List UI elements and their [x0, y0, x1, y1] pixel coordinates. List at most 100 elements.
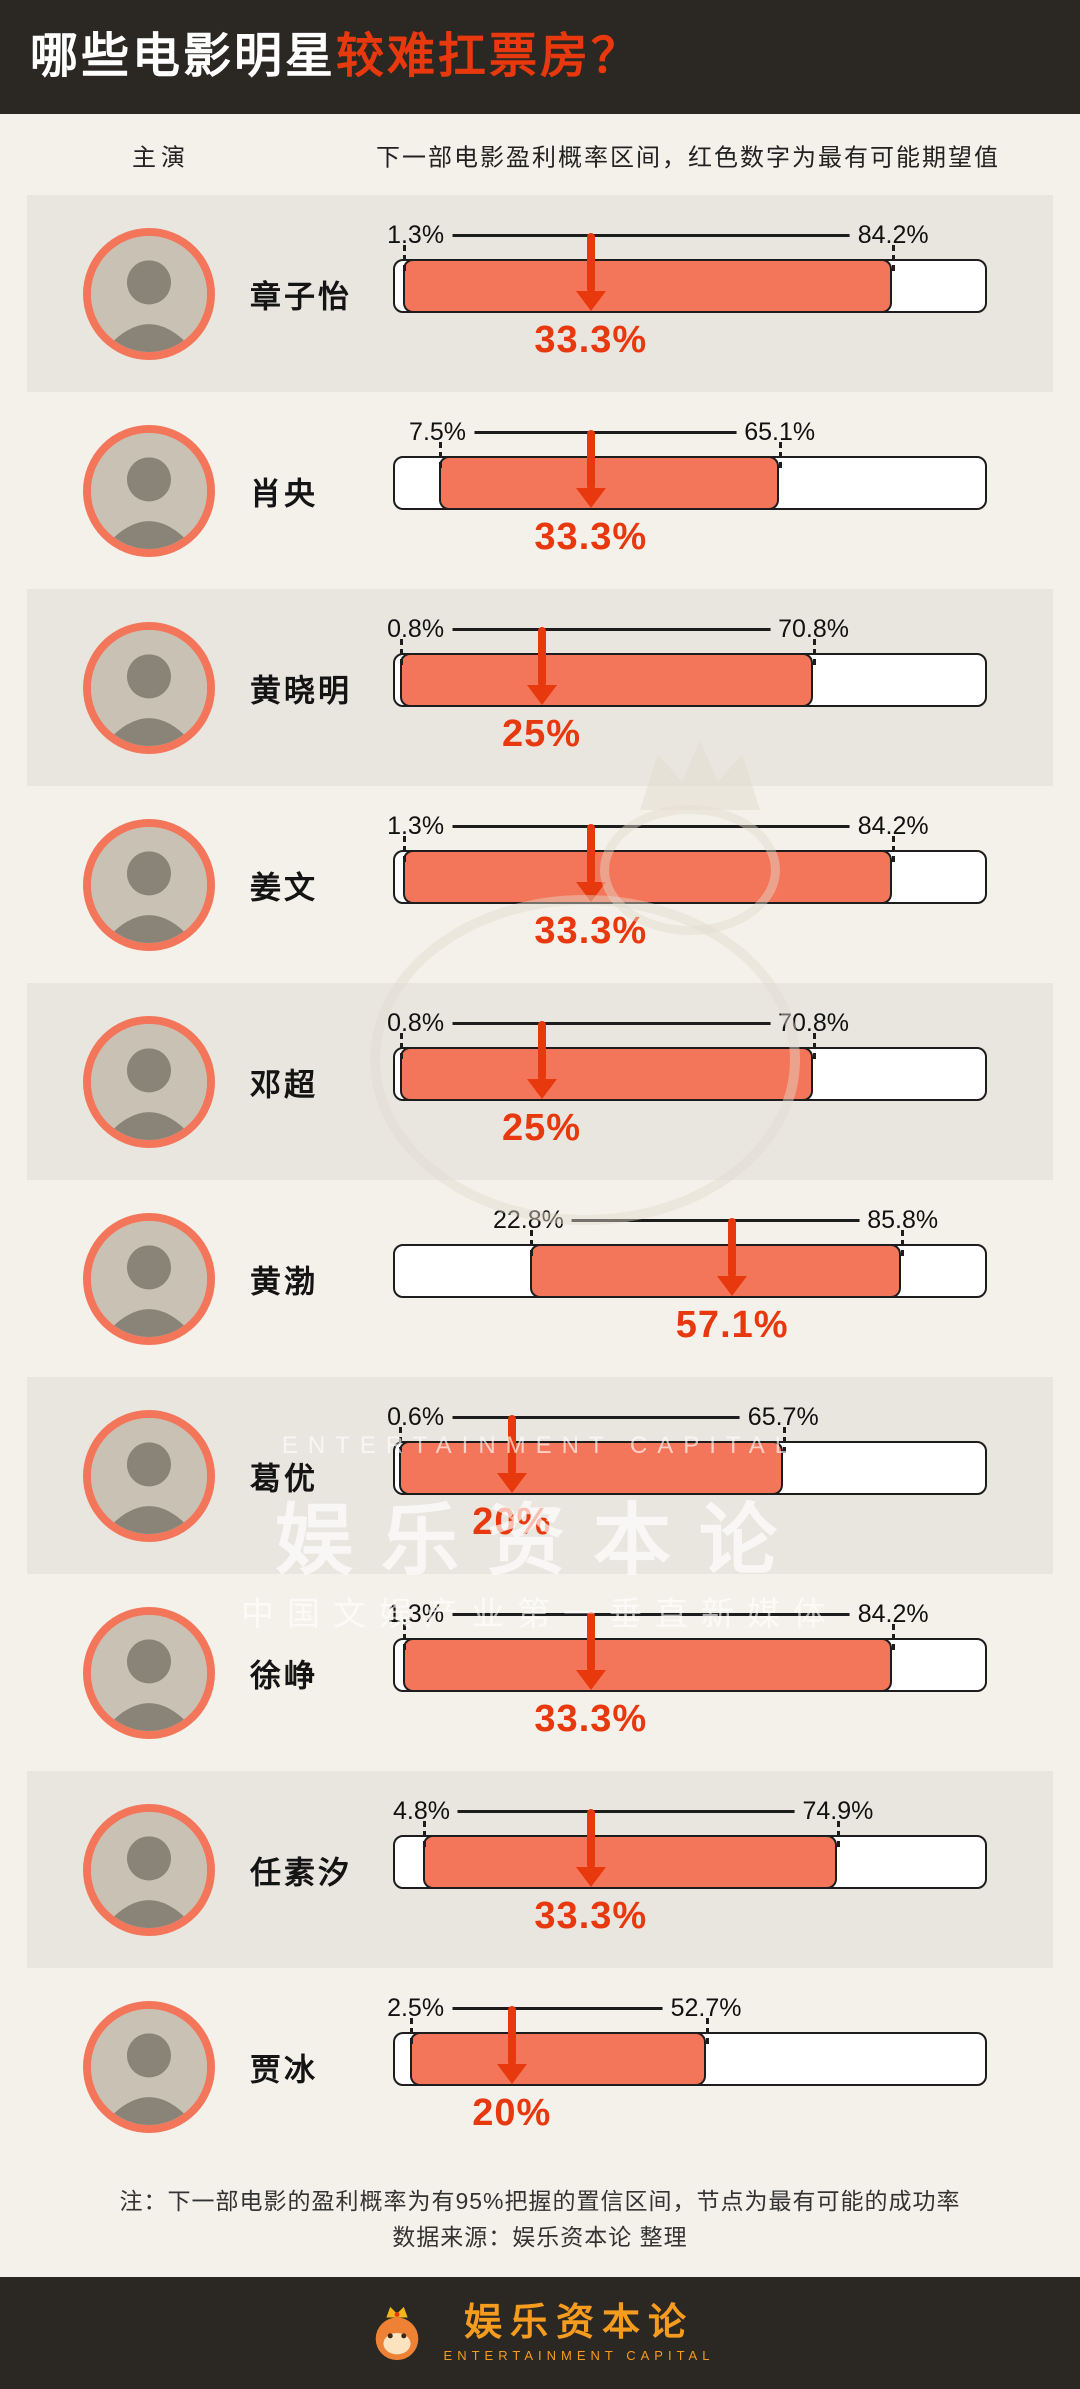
tick-low	[402, 245, 406, 271]
expected-value: 33.3%	[534, 516, 648, 558]
star-name: 黄渤	[250, 1264, 318, 1299]
tick-high	[812, 1033, 816, 1059]
expected-arrow-head	[496, 2064, 527, 2084]
expected-arrow-stem	[586, 1809, 595, 1869]
star-name: 肖央	[250, 476, 318, 511]
bar-fill	[399, 653, 813, 707]
expected-arrow-stem	[586, 1612, 595, 1672]
tick-low	[529, 1230, 533, 1256]
star-row: 徐峥 1.3% 84.2% 33.3%	[0, 1574, 1080, 1771]
range-labels: 4.8% 74.9%	[385, 1795, 987, 1827]
expected-arrow-stem	[728, 1218, 737, 1278]
tick-low	[398, 1427, 402, 1453]
star-avatar	[83, 424, 215, 557]
bar-track	[393, 639, 987, 707]
star-avatar	[83, 621, 215, 754]
range-labels: 1.3% 84.2%	[379, 1598, 987, 1630]
range-labels: 1.3% 84.2%	[379, 810, 987, 842]
range-line	[396, 1416, 784, 1419]
bar-fill	[402, 259, 892, 313]
tick-low	[399, 1033, 403, 1059]
expected-value: 25%	[501, 1107, 582, 1149]
bar-fill	[402, 850, 892, 904]
expected-arrow-stem	[507, 2006, 516, 2066]
bar-fill	[529, 1244, 902, 1298]
probability-bar: 1.3% 84.2% 33.3%	[379, 195, 987, 392]
tick-high	[891, 245, 895, 271]
expected-value: 33.3%	[534, 1698, 648, 1740]
probability-bar: 0.8% 70.8% 25%	[379, 983, 987, 1180]
star-avatar	[83, 1606, 215, 1739]
range-high-label: 84.2%	[849, 1598, 937, 1630]
expected-value: 33.3%	[534, 910, 648, 952]
person-silhouette-icon	[91, 629, 207, 746]
range-low-label: 1.3%	[379, 219, 453, 251]
bar-track	[393, 442, 987, 510]
bar-fill	[409, 2032, 706, 2086]
tick-low	[399, 639, 403, 665]
expected-arrow-stem	[586, 430, 595, 490]
range-low-label: 0.8%	[379, 1007, 453, 1039]
star-row: 肖央 7.5% 65.1% 33.3%	[0, 392, 1080, 589]
probability-bar: 1.3% 84.2% 33.3%	[379, 1574, 987, 1771]
star-avatar	[83, 1409, 215, 1542]
tick-high	[836, 1821, 840, 1847]
bar-fill	[398, 1441, 783, 1495]
column-star-label: 主演	[132, 144, 190, 171]
tick-high	[901, 1230, 905, 1256]
person-silhouette-icon	[91, 1811, 207, 1928]
expected-arrow-head	[575, 1867, 606, 1887]
expected-value: 25%	[501, 713, 582, 755]
star-avatar	[83, 1015, 215, 1148]
range-high-label: 84.2%	[849, 810, 937, 842]
range-low-label: 7.5%	[401, 416, 475, 448]
tick-low	[409, 2018, 413, 2044]
star-name: 黄晓明	[250, 673, 352, 708]
expected-arrow-icon	[526, 627, 557, 705]
expected-arrow-stem	[586, 233, 595, 293]
column-header: 主演 下一部电影盈利概率区间，红色数字为最有可能期望值	[0, 114, 1080, 195]
star-avatar	[83, 2000, 215, 2133]
expected-arrow-head	[575, 882, 606, 902]
tick-high	[779, 442, 783, 468]
expected-arrow-icon	[717, 1218, 748, 1296]
expected-arrow-icon	[496, 2006, 527, 2084]
expected-arrow-icon	[496, 1415, 527, 1493]
expected-value: 20%	[472, 1501, 552, 1543]
bar-fill	[399, 1047, 813, 1101]
star-row: 贾冰 2.5% 52.7% 20%	[0, 1968, 1080, 2165]
bar-track	[393, 245, 987, 313]
person-silhouette-icon	[91, 1220, 207, 1337]
range-low-label: 4.8%	[385, 1795, 458, 1827]
expected-arrow-head	[496, 1473, 527, 1493]
probability-bar: 0.6% 65.7% 20%	[379, 1377, 987, 1574]
footnotes: 注：下一部电影的盈利概率为有95%把握的置信区间，节点为最有可能的成功率 数据来…	[0, 2165, 1080, 2277]
bar-track	[393, 1821, 987, 1889]
expected-value: 57.1%	[675, 1304, 789, 1346]
tick-high	[891, 836, 895, 862]
range-high-label: 84.2%	[849, 219, 937, 251]
person-silhouette-icon	[91, 1023, 207, 1140]
range-labels: 22.8% 85.8%	[393, 1204, 987, 1236]
range-high-label: 65.7%	[739, 1401, 827, 1433]
range-labels: 0.6% 65.7%	[379, 1401, 987, 1433]
expected-arrow-stem	[507, 1415, 516, 1475]
star-row: 姜文 1.3% 84.2% 33.3%	[0, 786, 1080, 983]
tick-high	[812, 639, 816, 665]
page-title: 哪些电影明星较难扛票房？	[30, 33, 642, 81]
footnote-source: 数据来源：娱乐资本论 整理	[392, 2224, 688, 2250]
star-avatar	[83, 818, 215, 951]
expected-arrow-head	[717, 1276, 748, 1296]
chart-rows: 章子怡 1.3% 84.2% 33.3%	[0, 195, 1080, 2165]
expected-arrow-head	[575, 1670, 606, 1690]
range-low-label: 1.3%	[379, 810, 453, 842]
range-line	[407, 2007, 707, 2010]
expected-arrow-head	[526, 1079, 557, 1099]
footer-brand-block: 娱乐资本论 ENTERTAINMENT CAPITAL	[444, 2302, 715, 2364]
probability-bar: 4.8% 74.9% 33.3%	[385, 1771, 987, 1968]
range-low-label: 22.8%	[484, 1204, 572, 1236]
range-labels: 7.5% 65.1%	[393, 416, 987, 448]
range-labels: 0.8% 70.8%	[379, 613, 987, 645]
person-silhouette-icon	[91, 2008, 207, 2125]
expected-value: 33.3%	[534, 1895, 648, 1937]
